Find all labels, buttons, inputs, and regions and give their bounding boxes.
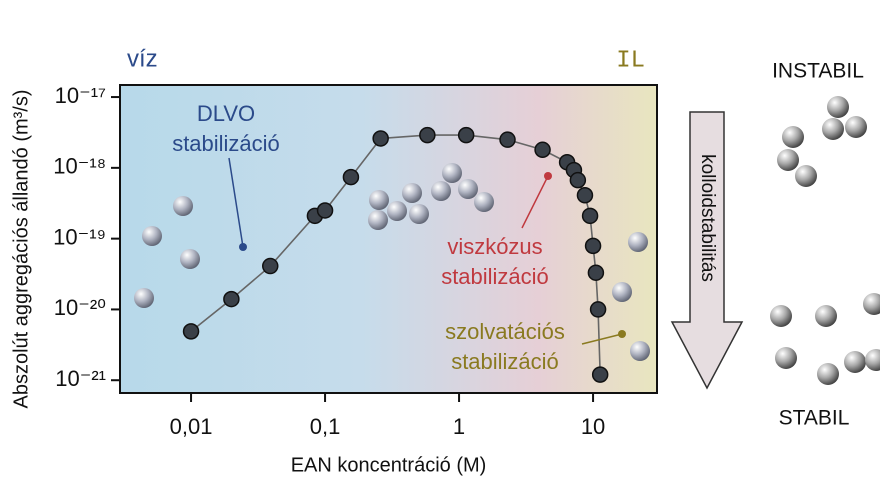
data-point — [343, 170, 358, 185]
particle — [369, 190, 389, 210]
x-tick-label: 1 — [453, 414, 465, 439]
particle-icon — [777, 149, 799, 171]
particle — [387, 201, 407, 221]
annotation: STABIL — [779, 407, 850, 430]
particle — [142, 226, 162, 246]
particle-icon — [845, 116, 867, 138]
y-tick-label: 10⁻²¹ — [55, 366, 106, 391]
data-point — [583, 208, 598, 223]
annotation-dot — [239, 243, 247, 251]
particle-icon — [863, 293, 880, 315]
data-point — [500, 132, 515, 147]
x-tick-label: 0,1 — [310, 414, 341, 439]
data-point — [535, 142, 550, 157]
particle-icon — [817, 363, 839, 385]
particle-icon — [844, 351, 866, 373]
x-axis-label: EAN koncentráció (M) — [291, 454, 487, 476]
particle — [458, 179, 478, 199]
data-point — [593, 367, 608, 382]
particle-icon — [827, 96, 849, 118]
annotation: szolvatációs — [445, 319, 565, 344]
data-point — [459, 128, 474, 143]
particle — [628, 232, 648, 252]
particle — [612, 282, 632, 302]
particle — [180, 249, 200, 269]
annotation: kolloidstabilitás — [697, 154, 718, 282]
particle-icon — [865, 349, 880, 371]
annotation-dot — [544, 172, 552, 180]
y-tick-label: 10⁻¹⁸ — [53, 154, 106, 179]
particle-icon — [815, 305, 837, 327]
x-tick-label: 10 — [581, 414, 605, 439]
particle — [474, 192, 494, 212]
particle — [442, 163, 462, 183]
data-point — [591, 302, 606, 317]
particle — [409, 204, 429, 224]
data-point — [577, 188, 592, 203]
data-point — [586, 238, 601, 253]
particle — [134, 288, 154, 308]
annotation-dot — [618, 330, 626, 338]
y-axis-label: Abszolút aggregációs állandó (m³/s) — [10, 89, 32, 408]
particle — [431, 181, 451, 201]
annotation: DLVO — [197, 101, 255, 126]
annotation: stabilizáció — [451, 349, 559, 374]
particle-icon — [782, 126, 804, 148]
data-point — [263, 259, 278, 274]
data-point — [373, 131, 388, 146]
y-tick-label: 10⁻¹⁷ — [55, 83, 106, 108]
y-tick-label: 10⁻²⁰ — [54, 295, 106, 320]
annotation: stabilizáció — [441, 264, 549, 289]
particle — [630, 341, 650, 361]
annotation: stabilizáció — [172, 131, 280, 156]
annotation: INSTABIL — [772, 60, 864, 83]
annotation: víz — [127, 45, 158, 72]
particle-icon — [795, 165, 817, 187]
data-point — [588, 265, 603, 280]
annotation: viszkózus — [447, 234, 542, 259]
particle-icon — [775, 347, 797, 369]
annotation: IL — [616, 47, 645, 74]
particle-icon — [822, 118, 844, 140]
y-tick-label: 10⁻¹⁹ — [53, 224, 106, 249]
data-point — [184, 324, 199, 339]
particle — [402, 183, 422, 203]
data-point — [224, 292, 239, 307]
data-point — [570, 173, 585, 188]
chart: 10⁻²¹ 10⁻²⁰ 10⁻¹⁹ 10⁻¹⁸ 10⁻¹⁷ 0,01 0,1 1 10 EAN k… — [0, 0, 880, 479]
x-tick-label: 0,01 — [170, 414, 213, 439]
particle — [368, 210, 388, 230]
particle — [173, 196, 193, 216]
data-point — [318, 203, 333, 218]
particle-icon — [770, 305, 792, 327]
data-point — [420, 128, 435, 143]
